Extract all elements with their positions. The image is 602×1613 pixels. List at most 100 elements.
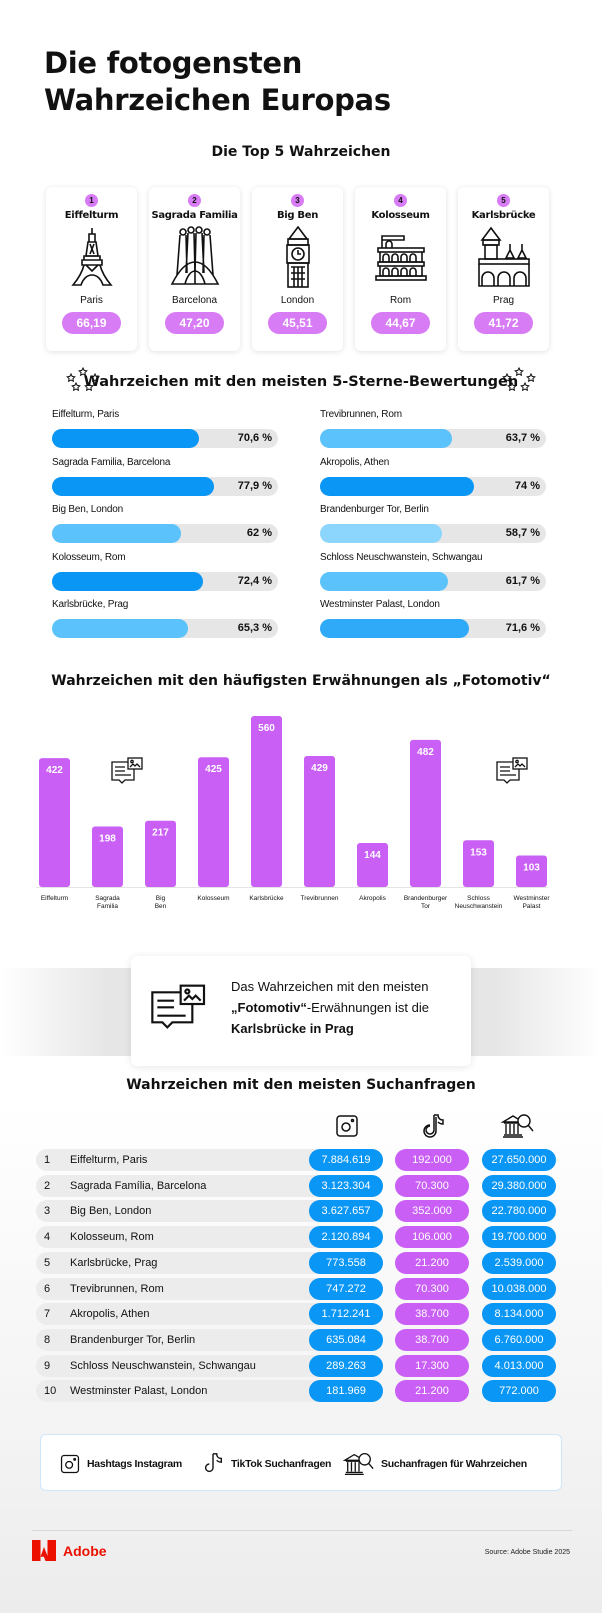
search-value: 4.013.000: [482, 1354, 556, 1377]
landmark-name: Karlsbrücke: [471, 210, 536, 221]
callout-highlight-landmark: Karlsbrücke in Prag: [231, 1021, 354, 1036]
bar-sagrada-familia: [92, 826, 123, 887]
legend-label: TikTok Suchanfragen: [231, 1457, 332, 1470]
rating-fill: [320, 571, 449, 591]
page-title: Die fotogensten Wahrzeichen Europas: [44, 45, 391, 119]
bar-value-label: 217: [152, 828, 169, 839]
row-background: [36, 1277, 326, 1300]
rating-value: 58,7 %: [505, 527, 540, 539]
instagram-icon: [60, 1454, 80, 1473]
instagram-value: 3.627.657: [309, 1200, 383, 1223]
x-tick-label: Akropolis: [359, 895, 386, 902]
landmark-city: Paris: [80, 295, 103, 306]
bar-brandenburger-tor: [410, 739, 441, 887]
instagram-value: 3.123.304: [309, 1174, 383, 1197]
row-rank: 8: [44, 1333, 51, 1346]
x-tick-label: Palast: [522, 903, 540, 910]
row-rank: 6: [44, 1282, 51, 1295]
search-value: 2.539.000: [482, 1251, 556, 1274]
top5-card: 2 Sagrada Familia Barcelona 47,20: [149, 187, 240, 351]
rating-value: 71,6 %: [505, 622, 540, 634]
rating-track: 61,7 %: [320, 571, 546, 591]
rating-fill: [52, 476, 215, 496]
bar-value-label: 198: [99, 834, 116, 845]
table-row: 8 Brandenburger Tor, Berlin 635.084 38.700 6…: [36, 1328, 558, 1351]
landmark-search-icon: [343, 1452, 374, 1475]
table-row: 7 Akropolis, Athen 1.712.241 38.700 8.134.00…: [36, 1303, 558, 1326]
colosseum-icon: [374, 235, 427, 281]
legend-item: Suchanfragen für Wahrzeichen: [343, 1435, 527, 1492]
photo-message-icon: [496, 757, 528, 784]
landmark-search-icon: [501, 1114, 534, 1138]
title-line-2: Wahrzeichen Europas: [44, 83, 391, 117]
big-ben-icon: [285, 226, 310, 288]
rating-track: 72,4 %: [52, 571, 278, 591]
callout-highlight-fotomotiv: „Fotomotiv“: [231, 1000, 307, 1015]
rating-row: Akropolis, Athen 74 %: [320, 457, 546, 496]
tiktok-value: 192.000: [395, 1149, 469, 1171]
sagrada-familia-icon: [170, 226, 219, 285]
rating-label: Akropolis, Athen: [320, 456, 390, 468]
rating-label: Karlsbrücke, Prag: [52, 599, 129, 610]
rank-badge: 2: [188, 194, 201, 207]
x-tick-label: Kolosseum: [197, 895, 229, 902]
photo-message-icon: [151, 984, 206, 1029]
row-background: [36, 1149, 326, 1171]
rating-fill: [52, 429, 199, 448]
rating-label: Eiffelturm, Paris: [52, 409, 119, 420]
rating-fill: [320, 429, 453, 448]
search-value: 10.038.000: [482, 1277, 556, 1300]
x-tick-label: Sagrada: [95, 895, 120, 902]
rating-row: Karlsbrücke, Prag 65,3 %: [52, 599, 278, 638]
rank-badge: 4: [394, 194, 407, 207]
x-tick-label: Big: [156, 895, 166, 902]
bar-trevibrunnen: [304, 756, 335, 887]
tiktok-value: 70.300: [395, 1277, 469, 1300]
search-value: 8.134.000: [482, 1303, 556, 1326]
landmark-city: Rom: [389, 295, 412, 306]
tiktok-value: 70.300: [395, 1174, 469, 1197]
bar-value-label: 103: [523, 863, 540, 874]
rating-value: 62 %: [246, 527, 272, 539]
rating-fill: [52, 619, 188, 638]
top5-card: 4 Kolosseum Rom 44,67: [355, 187, 446, 351]
rating-value: 65,3 %: [237, 622, 272, 634]
bar-value-label: 482: [417, 747, 434, 758]
row-background: [36, 1174, 326, 1197]
adobe-logo: Adobe: [32, 1540, 107, 1561]
rating-row: Westminster Palast, London 71,6 %: [320, 599, 546, 638]
table-row: 5 Karlsbrücke, Prag 773.558 21.200 2.539.000: [36, 1251, 558, 1274]
rating-track: 63,7 %: [320, 429, 546, 448]
legend-label: Suchanfragen für Wahrzeichen: [381, 1457, 527, 1470]
rating-label: Trevibrunnen, Rom: [320, 409, 402, 420]
rating-label: Sagrada Familia, Barcelona: [52, 456, 171, 468]
landmark-name: Eiffelturm: [64, 210, 119, 221]
title-line-1: Die fotogensten: [44, 46, 303, 80]
landmark-score: 47,20: [165, 312, 224, 334]
x-tick-label: Tor: [421, 903, 431, 910]
bar-akropolis: [357, 843, 388, 887]
row-background: [36, 1354, 326, 1377]
rating-fill: [320, 619, 469, 638]
source-note: Source: Adobe Studie 2025: [484, 1549, 570, 1556]
row-landmark: Akropolis, Athen: [70, 1308, 150, 1321]
rating-value: 70,6 %: [237, 432, 272, 444]
bar-value-label: 425: [205, 764, 222, 775]
instagram-icon: [336, 1115, 358, 1137]
row-background: [36, 1226, 326, 1249]
tiktok-value: 21.200: [395, 1251, 469, 1274]
table-row: 10 Westminster Palast, London 181.969 21.20…: [36, 1380, 558, 1403]
rating-value: 61,7 %: [505, 574, 540, 587]
adobe-logo-icon: [32, 1540, 56, 1561]
search-value: 19.700.000: [482, 1226, 556, 1249]
ratings-title: Wahrzeichen mit den meisten 5-Sterne-Bew…: [83, 374, 519, 390]
bar-westminster-palast: [516, 855, 547, 887]
x-tick-label: Ben: [155, 903, 167, 910]
bar-schloss-neuschwanstein: [463, 840, 494, 887]
x-tick-label: Brandenburger: [404, 895, 448, 902]
row-rank: 9: [44, 1359, 51, 1372]
row-background: [36, 1380, 326, 1403]
tiktok-value: 106.000: [395, 1226, 469, 1249]
rating-row: Big Ben, London 62 %: [52, 504, 278, 543]
